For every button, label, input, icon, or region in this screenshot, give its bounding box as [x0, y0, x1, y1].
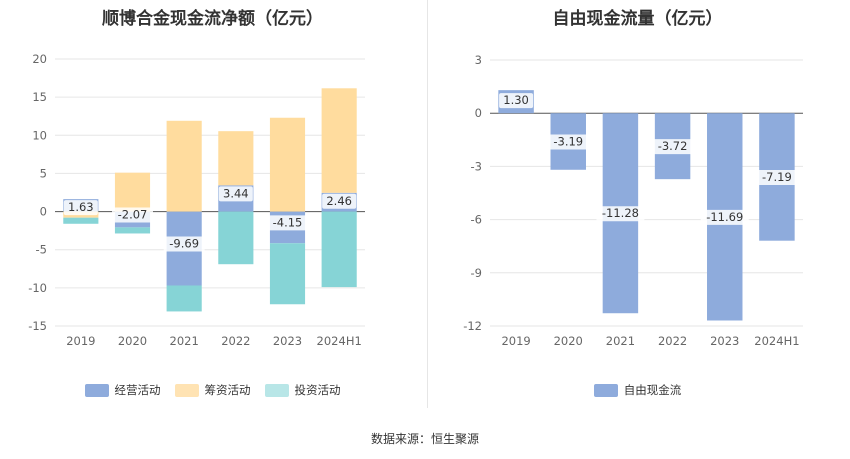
bar-投资活动-2022 [218, 211, 254, 265]
x-tick-label: 2019 [501, 334, 530, 348]
data-label: -2.07 [118, 207, 148, 221]
bar-筹资活动-2024H1 [321, 88, 357, 193]
legend-item-fcf[interactable]: 自由现金流 [593, 382, 682, 398]
data-label: 1.63 [68, 200, 94, 214]
y-tick-label: 15 [32, 90, 47, 104]
bar-筹资活动-2022 [218, 131, 254, 186]
y-tick-label: -3 [471, 159, 482, 173]
x-tick-label: 2022 [221, 334, 250, 348]
x-tick-label: 2019 [66, 334, 95, 348]
data-label: -9.69 [169, 237, 199, 251]
free-cashflow-chart-panel: 自由现金流量（亿元） 3 0 -3 -6 -9 -12 2019 2020 2021 2022 20… [425, 0, 850, 420]
y-tick-label: 5 [40, 166, 47, 180]
left-chart-svg: 20 15 10 5 0 -5 -10 -15 2019 2020 2021 2022 2023 2024… [28, 52, 365, 348]
data-label: -3.72 [658, 139, 688, 153]
legend-label-operating: 经营活动 [114, 383, 161, 397]
data-label: -4.15 [273, 215, 303, 229]
legend-item-investing[interactable]: 投资活动 [264, 382, 341, 398]
y-tick-label: -9 [471, 266, 482, 280]
x-tick-label: 2024H1 [317, 334, 362, 348]
y-tick-label: 10 [32, 128, 47, 142]
data-label-bg [218, 186, 253, 202]
x-tick-label: 2021 [170, 334, 199, 348]
data-label-bg [163, 236, 205, 252]
y-tick-label: -10 [28, 281, 47, 295]
legend-item-operating[interactable]: 经营活动 [84, 382, 161, 398]
y-tick-label: 0 [40, 205, 47, 219]
x-tick-label: 2024H1 [754, 334, 799, 348]
y-tick-label: -12 [463, 319, 482, 333]
right-chart-title: 自由现金流量（亿元） [552, 9, 723, 29]
data-label-bg [267, 215, 308, 231]
legend-swatch-operating [84, 383, 109, 397]
legend-item-financing[interactable]: 筹资活动 [174, 382, 251, 398]
data-label: -3.19 [553, 134, 583, 148]
bar-筹资活动-2021 [166, 120, 202, 212]
data-label: -11.69 [706, 210, 743, 224]
legend-swatch-investing [264, 383, 289, 397]
y-tick-label: -15 [28, 319, 47, 333]
x-tick-label: 2023 [273, 334, 302, 348]
panel-divider [427, 0, 428, 408]
x-tick-label: 2023 [710, 334, 739, 348]
legend-swatch-fcf [593, 383, 618, 397]
y-tick-label: -5 [36, 243, 47, 257]
legend-label-financing: 筹资活动 [204, 383, 251, 397]
legend-swatch-financing [174, 383, 199, 397]
bar-投资活动-2019 [63, 217, 99, 224]
data-label-bg [322, 193, 357, 209]
x-tick-label: 2021 [606, 334, 635, 348]
bar-筹资活动-2020 [114, 172, 151, 212]
data-label-bg [596, 206, 645, 222]
data-label-bg [63, 200, 98, 216]
data-label-bg [756, 169, 798, 185]
right-chart-svg: 3 0 -3 -6 -9 -12 2019 2020 2021 2022 2023 2024H1 1.3… [463, 53, 803, 348]
data-label-bg [112, 207, 153, 223]
y-tick-label: 3 [475, 53, 482, 67]
data-label: 2.46 [326, 194, 352, 208]
data-label-bg [499, 93, 534, 109]
data-label: 3.44 [223, 186, 249, 200]
x-tick-label: 2020 [118, 334, 147, 348]
data-source-note: 数据来源：恒生聚源 [370, 432, 479, 446]
left-legend: 经营活动 筹资活动 投资活动 [0, 382, 425, 398]
x-tick-label: 2022 [658, 334, 687, 348]
y-tick-label: 20 [32, 52, 47, 66]
bar-投资活动-2020 [114, 227, 151, 234]
bar-投资活动-2024H1 [321, 211, 357, 288]
data-label: -7.19 [762, 170, 792, 184]
data-label-bg [700, 209, 749, 225]
y-tick-label: 0 [475, 106, 482, 120]
x-tick-label: 2020 [554, 334, 583, 348]
data-label-bg [547, 134, 589, 150]
bar-投资活动-2021 [166, 285, 202, 312]
left-chart-title: 顺博合金现金流净额（亿元） [102, 9, 323, 29]
operating-cashflow-chart-panel: 顺博合金现金流净额（亿元） 20 15 10 5 0 -5 -10 -15 2019 2020 20… [0, 0, 425, 420]
data-label-bg [652, 139, 694, 155]
right-legend: 自由现金流 [425, 382, 850, 398]
bar-投资活动-2023 [269, 243, 306, 305]
legend-label-investing: 投资活动 [294, 383, 341, 397]
bar-筹资活动-2023 [269, 117, 306, 212]
data-label: 1.30 [503, 93, 529, 107]
legend-label-fcf: 自由现金流 [623, 383, 682, 397]
y-tick-label: -6 [471, 213, 482, 227]
data-label: -11.28 [602, 206, 639, 220]
